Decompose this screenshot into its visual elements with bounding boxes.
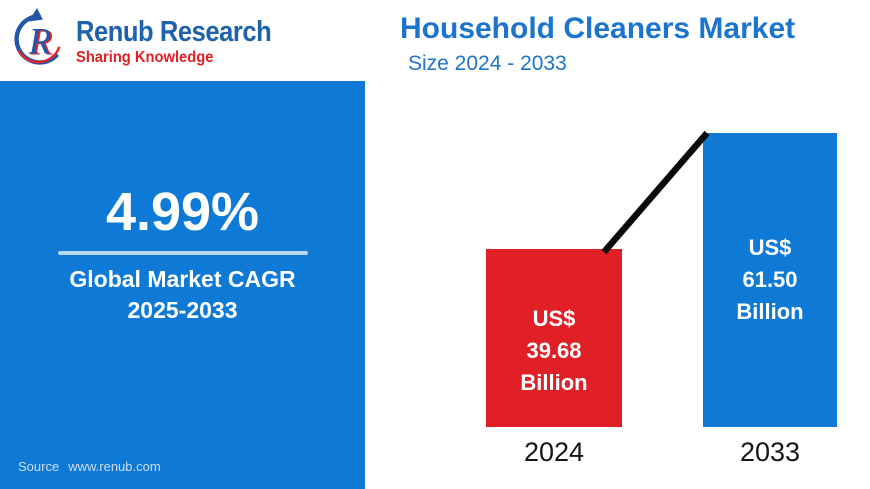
cagr-label-line1: Global Market CAGR [69, 266, 296, 292]
bar-2024: US$ 39.68 Billion [486, 249, 622, 427]
source-prefix: Source [18, 459, 60, 474]
cagr-label: Global Market CAGR 2025-2033 [0, 264, 365, 326]
cagr-block: 4.99% Global Market CAGR 2025-2033 [0, 185, 365, 326]
brand-name: Renub Research [76, 16, 272, 48]
cagr-label-line2: 2025-2033 [127, 297, 238, 324]
bar-2033-label-unit: Billion [736, 298, 804, 324]
cagr-divider [57, 251, 308, 255]
x-axis-label-2024: 2024 [523, 437, 585, 467]
source-line: Source www.renub.com [18, 459, 161, 474]
bar-2033-label-value: 61.50 [742, 267, 798, 293]
brand-tagline: Sharing Knowledge [76, 49, 214, 66]
page-subtitle: Size 2024 - 2033 [408, 51, 567, 75]
brand-text: Renub Research Sharing Knowledge [76, 6, 298, 67]
cagr-panel: 4.99% Global Market CAGR 2025-2033 Sourc… [0, 81, 365, 489]
bar-2033: US$ 61.50 Billion [703, 133, 837, 427]
bar-2024-label-unit: Billion [520, 369, 588, 395]
source-site: www.renub.com [68, 459, 161, 474]
renub-circular-arrow-r-icon: R R [8, 6, 70, 70]
page-title: Household Cleaners Market [400, 12, 796, 45]
x-axis-label-2033: 2033 [739, 437, 801, 467]
svg-text:R: R [28, 21, 51, 62]
logo: R R Renub Research Sharing Knowledge [8, 6, 298, 70]
cagr-value: 4.99% [105, 182, 260, 242]
svg-text:R: R [30, 21, 53, 62]
bar-2024-label-currency: US$ [532, 306, 576, 332]
bar-2033-label-currency: US$ [748, 235, 792, 261]
title-block: Household Cleaners Market Size 2024 - 20… [400, 13, 795, 76]
bar-2024-label-value: 39.68 [526, 338, 582, 364]
